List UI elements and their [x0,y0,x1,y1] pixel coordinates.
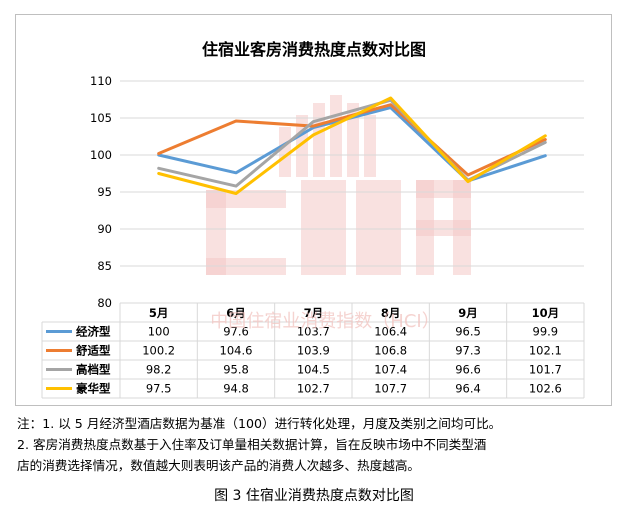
y-tick-label: 95 [97,185,112,199]
data-label: 96.4 [455,382,481,396]
watermark-shape [347,103,359,177]
data-label: 98.2 [146,363,172,377]
data-label: 103.9 [297,344,330,358]
chart-svg: 住宿业客房消费热度点数对比图 80 85 90 95 100 105 110 5月 6月 7月 8… [41,40,585,399]
y-axis-ticks: 80 85 90 95 100 105 110 [90,74,112,310]
legend-label: 高档型 [76,363,111,377]
data-label: 107.4 [374,363,407,377]
data-label: 102.1 [529,344,562,358]
note-line-1: 注：1. 以 5 月经济型酒店数据为基准（100）进行转化处理，月度及类别之间均… [17,416,502,431]
x-category-label: 8月 [381,306,401,320]
data-label: 103.7 [297,325,330,339]
watermark-shape [206,190,226,275]
data-label: 100.2 [142,344,175,358]
data-label: 106.8 [374,344,407,358]
chart-title: 住宿业客房消费热度点数对比图 [202,40,426,59]
data-label: 101.7 [529,363,562,377]
watermark-shape [313,103,325,177]
data-label: 100 [148,325,170,339]
x-category-label: 5月 [149,306,169,320]
y-tick-label: 90 [97,222,112,236]
y-tick-label: 80 [97,296,112,310]
legend-label: 豪华型 [76,382,111,396]
note-line-3: 店的消费选择情况，数值越大则表明该产品的消费人次越多、热度越高。 [17,458,420,473]
legend-label: 经济型 [76,325,111,339]
chart-frame: 住宿业客房消费热度点数对比图 80 85 90 95 100 105 110 5月 6月 7月 8… [15,14,612,406]
watermark-shape [416,220,471,236]
x-category-label: 6月 [226,306,246,320]
data-label: 107.7 [374,382,407,396]
data-label: 97.6 [223,325,249,339]
series-line-豪华型 [157,96,547,195]
data-label: 94.8 [223,382,249,396]
note-line-2: 2. 客房消费热度点数基于入住率及订单量相关数据计算，旨在反映市场中不同类型酒 [17,437,487,452]
data-label: 96.5 [455,325,481,339]
watermark-shape [364,115,376,177]
watermark-shape [356,180,401,275]
y-tick-label: 105 [90,111,112,125]
figure-caption: 图 3 住宿业消费热度点数对比图 [214,488,414,504]
y-tick-label: 85 [97,259,112,273]
watermark-shape [301,180,346,275]
data-label: 97.5 [146,382,172,396]
y-tick-label: 110 [90,74,112,88]
legend-label: 舒适型 [76,344,111,358]
data-label: 104.5 [297,363,330,377]
watermark-text: 中国住宿业消费指数（HCI） [210,311,439,332]
data-label: 102.6 [529,382,562,396]
x-category-label: 7月 [304,306,324,320]
x-category-label: 9月 [458,306,478,320]
watermark-shape [279,127,291,177]
data-label: 96.6 [455,363,481,377]
data-label: 95.8 [223,363,249,377]
data-label: 97.3 [455,344,481,358]
data-label: 99.9 [533,325,559,339]
data-label: 106.4 [374,325,407,339]
x-category-label: 10月 [532,306,560,320]
data-label: 104.6 [220,344,253,358]
data-label: 102.7 [297,382,330,396]
y-tick-label: 100 [90,148,112,162]
watermark-shape [330,95,342,177]
plot-lines [157,96,547,195]
